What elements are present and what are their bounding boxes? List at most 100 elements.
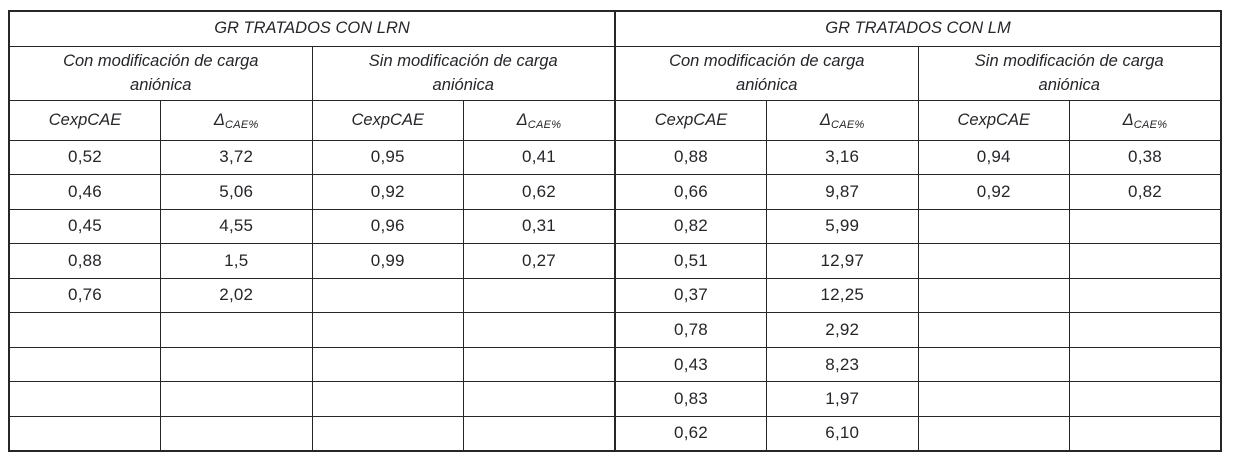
table-cell <box>917 277 1070 314</box>
column-header-cexp: CexpCAE <box>8 99 161 141</box>
table-cell <box>160 381 313 417</box>
delta-subscript: CAE% <box>830 118 865 131</box>
column-header-row: CexpCAE ΔCAE% CexpCAE ΔCAE% CexpCAE ΔCAE… <box>8 99 1222 141</box>
column-header-delta: ΔCAE% <box>1069 99 1222 141</box>
subgroup-lrn-con-modificacion: Con modificación de carga aniónica <box>8 45 313 101</box>
table-row: 0,78 2,92 <box>8 312 1222 348</box>
table-cell: 12,25 <box>766 277 919 314</box>
table-cell <box>1069 208 1222 245</box>
table-cell: 12,97 <box>766 243 919 279</box>
table-cell <box>311 346 464 383</box>
group-title-lrn: GR TRATADOS CON LRN <box>8 10 616 47</box>
table-cell <box>1069 346 1222 383</box>
column-header-cexp: CexpCAE <box>917 99 1070 141</box>
table-cell: 0,82 <box>614 208 767 245</box>
table-cell <box>8 346 161 383</box>
column-header-cexp: CexpCAE <box>311 99 464 141</box>
table-cell: 0,96 <box>311 208 464 245</box>
table-cell <box>463 312 616 348</box>
table-row: 0,43 8,23 <box>8 346 1222 383</box>
delta-symbol: Δ <box>213 110 225 129</box>
subgroup-lm-sin-modificacion: Sin modificación de carga aniónica <box>917 45 1222 101</box>
table-cell <box>160 346 313 383</box>
table-row: 0,52 3,72 0,95 0,41 0,88 3,16 0,94 0,38 <box>8 139 1222 176</box>
table-cell: 1,97 <box>766 381 919 417</box>
table-row: 0,88 1,5 0,99 0,27 0,51 12,97 <box>8 243 1222 279</box>
table-cell <box>311 312 464 348</box>
table-row: 0,62 6,10 <box>8 415 1222 452</box>
table-row: 0,76 2,02 0,37 12,25 <box>8 277 1222 314</box>
table-cell: 0,88 <box>614 139 767 176</box>
table-cell: 0,62 <box>463 174 616 210</box>
table-cell <box>1069 381 1222 417</box>
delta-subscript: CAE% <box>527 118 562 131</box>
table-cell: 0,82 <box>1069 174 1222 210</box>
table-cell: 5,06 <box>160 174 313 210</box>
table-cell: 0,46 <box>8 174 161 210</box>
table-cell: 0,51 <box>614 243 767 279</box>
table-row: 0,83 1,97 <box>8 381 1222 417</box>
table-cell: 0,45 <box>8 208 161 245</box>
table-cell <box>917 346 1070 383</box>
table-cell <box>311 415 464 452</box>
table-cell <box>8 415 161 452</box>
table-cell: 2,92 <box>766 312 919 348</box>
table-cell: 2,02 <box>160 277 313 314</box>
delta-subscript: CAE% <box>1133 118 1168 131</box>
table-cell <box>1069 277 1222 314</box>
delta-symbol: Δ <box>516 110 528 129</box>
table-cell <box>917 243 1070 279</box>
table-cell: 3,72 <box>160 139 313 176</box>
table-cell <box>8 381 161 417</box>
table-cell <box>463 346 616 383</box>
delta-symbol: Δ <box>1122 110 1134 129</box>
subgroup-lrn-sin-modificacion: Sin modificación de carga aniónica <box>311 45 616 101</box>
table-cell <box>8 312 161 348</box>
column-header-delta: ΔCAE% <box>766 99 919 141</box>
table-cell: 0,41 <box>463 139 616 176</box>
table-cell: 0,27 <box>463 243 616 279</box>
table-cell <box>1069 243 1222 279</box>
table-cell <box>160 415 313 452</box>
table-cell <box>160 312 313 348</box>
table-cell <box>311 381 464 417</box>
table-cell: 0,92 <box>311 174 464 210</box>
table-cell <box>917 381 1070 417</box>
table-cell: 0,92 <box>917 174 1070 210</box>
table-cell <box>311 277 464 314</box>
delta-subscript: CAE% <box>224 118 259 131</box>
table-cell: 0,95 <box>311 139 464 176</box>
group-title-lm: GR TRATADOS CON LM <box>614 10 1222 47</box>
table-row: 0,46 5,06 0,92 0,62 0,66 9,87 0,92 0,82 <box>8 174 1222 210</box>
table-cell: 0,99 <box>311 243 464 279</box>
table-cell: 0,43 <box>614 346 767 383</box>
table-cell: 4,55 <box>160 208 313 245</box>
column-header-cexp: CexpCAE <box>614 99 767 141</box>
table-body: 0,52 3,72 0,95 0,41 0,88 3,16 0,94 0,38 0,46 5,06… <box>8 139 1222 452</box>
table-cell: 0,88 <box>8 243 161 279</box>
table-cell <box>1069 415 1222 452</box>
table-row: 0,45 4,55 0,96 0,31 0,82 5,99 <box>8 208 1222 245</box>
table-cell <box>917 208 1070 245</box>
table-cell: 0,62 <box>614 415 767 452</box>
table-cell: 1,5 <box>160 243 313 279</box>
subgroup-header-row: Con modificación de carga aniónica Sin m… <box>8 45 1222 101</box>
delta-symbol: Δ <box>819 110 831 129</box>
table-cell: 0,83 <box>614 381 767 417</box>
table-cell: 0,94 <box>917 139 1070 176</box>
column-header-delta: ΔCAE% <box>463 99 616 141</box>
table-cell: 5,99 <box>766 208 919 245</box>
subgroup-lm-con-modificacion: Con modificación de carga aniónica <box>614 45 919 101</box>
table-cell <box>917 415 1070 452</box>
results-table-container: GR TRATADOS CON LRN GR TRATADOS CON LM C… <box>8 10 1222 452</box>
table-cell: 0,52 <box>8 139 161 176</box>
table-cell: 9,87 <box>766 174 919 210</box>
table-cell <box>463 277 616 314</box>
table-cell: 0,37 <box>614 277 767 314</box>
table-cell: 0,78 <box>614 312 767 348</box>
group-title-row: GR TRATADOS CON LRN GR TRATADOS CON LM <box>8 10 1222 47</box>
table-cell: 0,66 <box>614 174 767 210</box>
table-cell: 8,23 <box>766 346 919 383</box>
table-cell: 3,16 <box>766 139 919 176</box>
table-cell: 0,31 <box>463 208 616 245</box>
